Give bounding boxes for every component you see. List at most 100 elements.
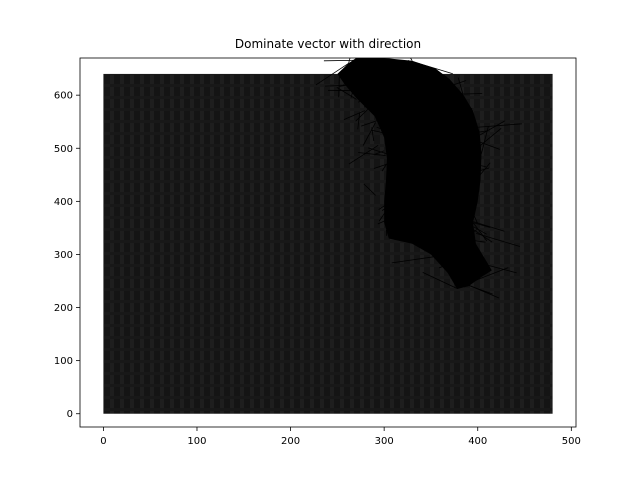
vector-arrow [362,86,373,90]
vector-arrow [410,58,413,61]
vector-arrow [459,120,473,143]
vector-arrow [315,62,350,86]
vector-arrow [438,264,448,269]
vector-arrow [450,213,470,226]
vector-arrow [474,130,488,133]
vector-arrow [389,191,395,218]
vector-arrow [455,91,461,97]
axes-frame [79,57,577,428]
x-tick-label: 500 [562,436,581,447]
vector-arrow [468,167,475,175]
vector-arrow [363,183,376,196]
vector-arrow [433,208,469,217]
vector-arrow [461,161,486,167]
vector-arrow [357,112,360,130]
y-tick-label: 500 [54,144,73,155]
vector-arrow [377,214,398,225]
vector-arrow [465,209,467,216]
y-tick-label: 0 [67,409,73,420]
vector-arrow [425,129,462,146]
vector-arrow [470,227,493,243]
vector-field [315,58,522,299]
vector-arrow [385,84,423,100]
vector-arrow [477,158,482,176]
x-axis-ticks: 0 100 200 300 400 500 [100,427,581,447]
vector-arrow [358,152,386,156]
vector-arrow [393,60,410,80]
vector-region [337,58,492,289]
vector-arrow [429,245,445,254]
vector-arrow [473,221,505,232]
vector-arrow [470,239,482,258]
vector-arrow [368,147,398,158]
vector-arrow [456,107,465,121]
vector-arrow [478,162,491,177]
vector-arrow [378,212,385,222]
vector-arrow [470,138,500,150]
vector-arrow [447,98,458,117]
vector-arrow [434,68,437,95]
vector-arrow [455,237,486,243]
vector-arrow [419,221,461,235]
x-tick-label: 0 [100,436,106,447]
vector-arrow [323,59,366,62]
vector-arrow [354,58,358,78]
vector-arrow [457,77,464,95]
y-tick-label: 600 [54,91,73,102]
vector-arrow [381,201,399,211]
vector-arrow [432,106,465,111]
vector-arrow [446,78,454,86]
vector-arrow [345,67,359,73]
vector-arrow [367,71,399,77]
vector-arrow [396,75,422,102]
chart-title: Dominate vector with direction [235,37,421,51]
vector-arrow [467,258,483,263]
vector-arrow [416,109,443,115]
vector-arrow [481,126,489,154]
vector-arrow [422,272,457,289]
y-axis-ticks: 0 100 200 300 400 500 600 [54,91,80,420]
vector-arrow [472,123,522,128]
vector-arrow [452,254,477,264]
vector-arrow [391,255,438,264]
vector-arrow [430,226,454,236]
vector-arrow [460,101,472,117]
vector-arrow [462,181,480,193]
vector-arrow [358,87,375,103]
y-tick-label: 300 [54,250,73,261]
y-tick-label: 200 [54,303,73,314]
vector-arrow [476,233,521,247]
plot-area [103,58,553,414]
vector-arrow [407,180,410,188]
vector-arrow [370,129,383,134]
vector-arrow [396,144,399,156]
vector-arrow [418,238,432,241]
vector-arrow [350,64,356,77]
x-tick-label: 400 [468,436,487,447]
vector-arrow [415,212,427,239]
vector-arrow [336,87,357,100]
vector-arrow [381,163,388,172]
vector-arrow [376,126,386,131]
vector-arrow [473,226,487,235]
vector-arrow [448,108,473,115]
vector-arrow [324,84,352,87]
vector-arrow [431,94,434,101]
background-image [103,73,553,414]
vector-arrow [343,110,365,120]
vector-arrow [472,222,488,242]
vector-arrow [386,166,393,183]
vector-arrow [473,214,478,224]
vector-arrow [441,84,456,87]
vector-arrow [477,127,502,149]
vector-arrow [454,143,479,162]
vector-arrow [411,108,437,132]
vector-arrow [441,93,483,96]
vector-arrow [447,240,460,263]
vector-arrow [364,83,377,88]
vector-arrow [465,284,493,295]
vector-arrow [387,210,399,235]
vector-arrow [373,163,387,169]
vector-arrow [403,231,453,240]
